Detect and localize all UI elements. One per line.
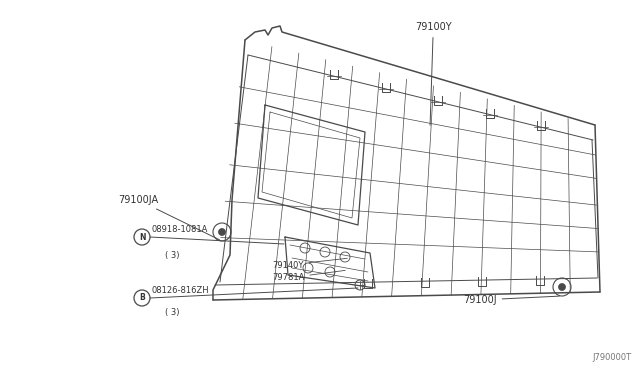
Circle shape	[559, 283, 566, 291]
Text: 79100J: 79100J	[463, 295, 559, 305]
Text: ( 3): ( 3)	[165, 251, 179, 260]
Text: 79100Y: 79100Y	[415, 22, 452, 125]
Text: N: N	[139, 232, 145, 241]
Text: 08126-816ZH: 08126-816ZH	[152, 286, 210, 295]
Text: 08918-1081A: 08918-1081A	[152, 225, 209, 234]
Text: B: B	[139, 294, 145, 302]
Text: 79140Y: 79140Y	[272, 258, 348, 269]
Text: 79781A: 79781A	[272, 270, 345, 282]
Text: J790000T: J790000T	[593, 353, 632, 362]
Circle shape	[218, 228, 225, 235]
Text: ( 3): ( 3)	[165, 308, 179, 317]
Text: 79100JA: 79100JA	[118, 195, 220, 240]
